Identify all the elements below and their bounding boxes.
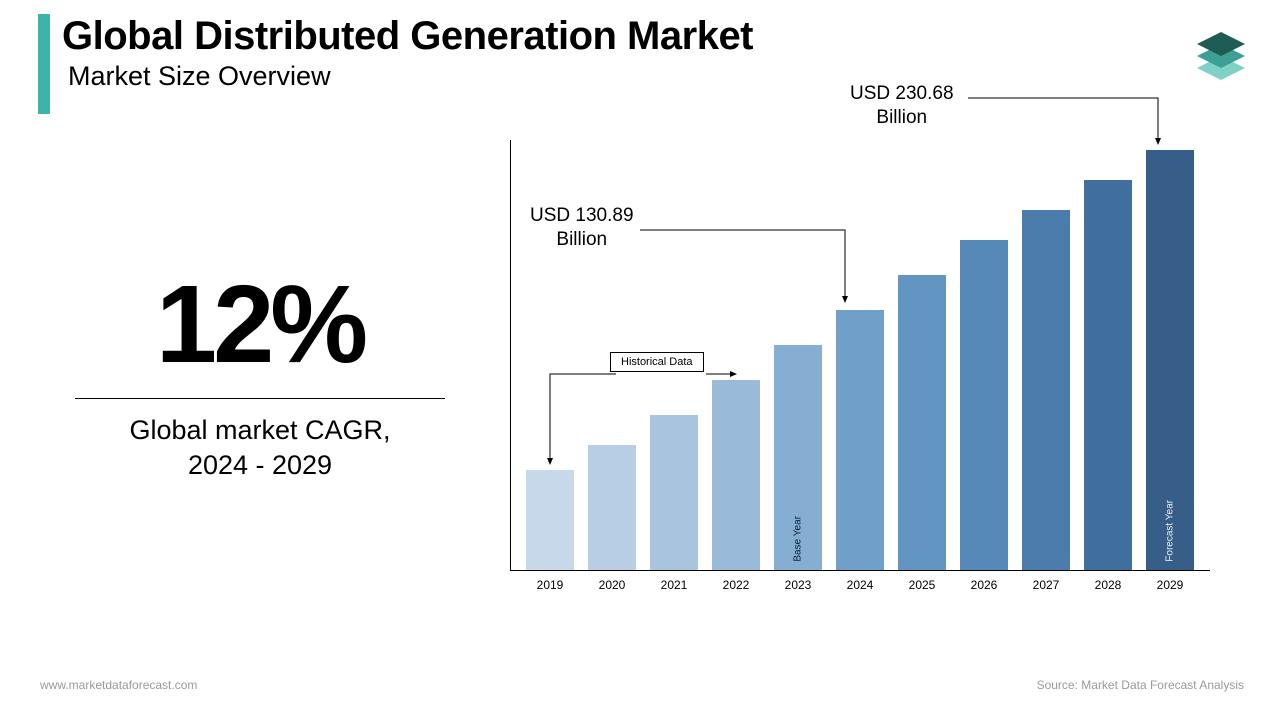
cagr-label: Global market CAGR, 2024 - 2029 [60,413,460,483]
bar-inner-label: Base Year [793,516,804,562]
cagr-block: 12% Global market CAGR, 2024 - 2029 [60,270,460,483]
x-tick-label: 2019 [526,578,574,592]
x-tick-label: 2023 [774,578,822,592]
x-tick-label: 2026 [960,578,1008,592]
brand-logo-icon [1190,22,1252,84]
bar-2023: Base Year [774,345,822,570]
x-tick-label: 2027 [1022,578,1070,592]
footer-url: www.marketdataforecast.com [40,678,197,692]
divider [75,398,445,399]
bar-2021 [650,415,698,570]
footer-source: Source: Market Data Forecast Analysis [1037,678,1244,692]
cagr-value: 12% [60,270,460,380]
bar-2026 [960,240,1008,570]
x-labels: 2019 2020 2021 2022 2023 2024 2025 2026 2027 2028… [510,578,1210,592]
bar-2028 [1084,180,1132,570]
page-title: Global Distributed Generation Market [62,14,753,59]
x-tick-label: 2024 [836,578,884,592]
x-tick-label: 2025 [898,578,946,592]
historical-data-label: Historical Data [610,352,704,372]
bar-2020 [588,445,636,570]
x-tick-label: 2022 [712,578,760,592]
callout-2024: USD 130.89 Billion [530,204,634,252]
bar-2027 [1022,210,1070,570]
bar-2019 [526,470,574,570]
bar-2022 [712,380,760,570]
callout-2029: USD 230.68 Billion [850,82,954,130]
page-subtitle: Market Size Overview [68,61,753,92]
x-tick-label: 2029 [1146,578,1194,592]
x-tick-label: 2021 [650,578,698,592]
x-tick-label: 2028 [1084,578,1132,592]
x-tick-label: 2020 [588,578,636,592]
bar-2025 [898,275,946,570]
header: Global Distributed Generation Market Mar… [62,14,753,92]
accent-bar [38,14,50,114]
bar-inner-label: Forecast Year [1165,500,1176,562]
x-axis [510,570,1210,571]
bar-2024 [836,310,884,570]
bar-2029: Forecast Year [1146,150,1194,570]
